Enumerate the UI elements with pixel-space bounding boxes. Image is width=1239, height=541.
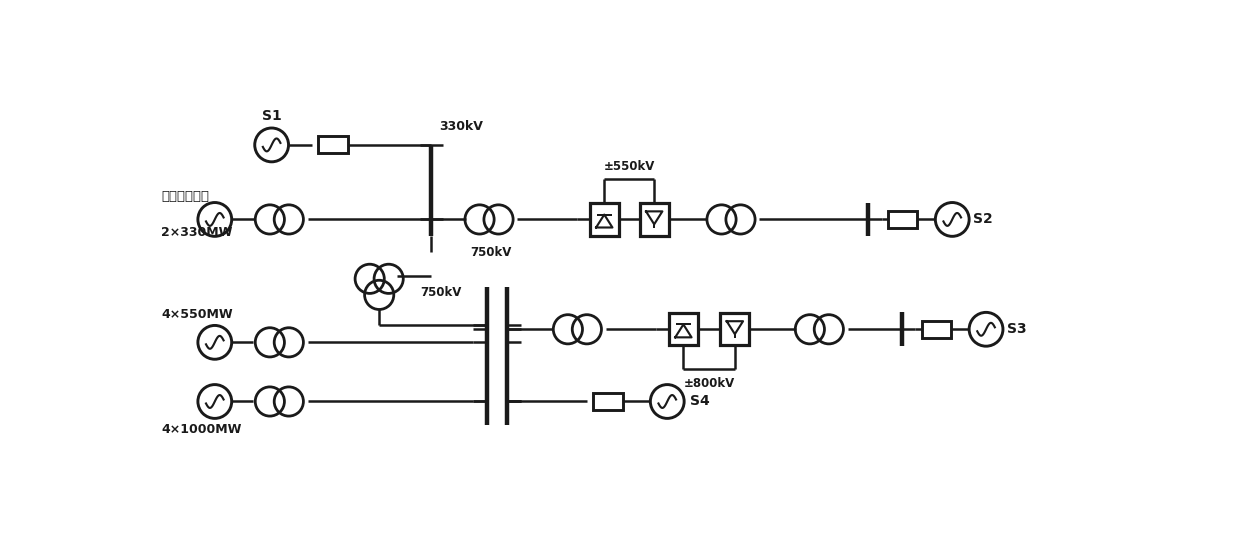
Text: ±550kV: ±550kV	[603, 160, 655, 173]
Text: S2: S2	[973, 213, 992, 227]
Text: S3: S3	[1007, 322, 1026, 337]
Bar	[669, 313, 698, 345]
Text: 4×1000MW: 4×1000MW	[161, 423, 242, 436]
Text: 2×330MW: 2×330MW	[161, 226, 233, 239]
Text: 4×550MW: 4×550MW	[161, 308, 233, 321]
Text: ±800kV: ±800kV	[684, 377, 735, 390]
Text: 实施例某机组: 实施例某机组	[161, 189, 209, 202]
Bar	[922, 321, 950, 338]
Bar	[720, 313, 750, 345]
Bar	[590, 203, 618, 235]
Text: S1: S1	[261, 109, 281, 123]
Text: 750kV: 750kV	[470, 246, 512, 259]
Text: S4: S4	[690, 394, 710, 408]
Bar	[317, 136, 348, 153]
Text: 750kV: 750kV	[420, 286, 461, 299]
Bar	[887, 211, 917, 228]
Text: 330kV: 330kV	[439, 121, 483, 134]
Bar	[639, 203, 669, 235]
Bar	[592, 393, 623, 410]
